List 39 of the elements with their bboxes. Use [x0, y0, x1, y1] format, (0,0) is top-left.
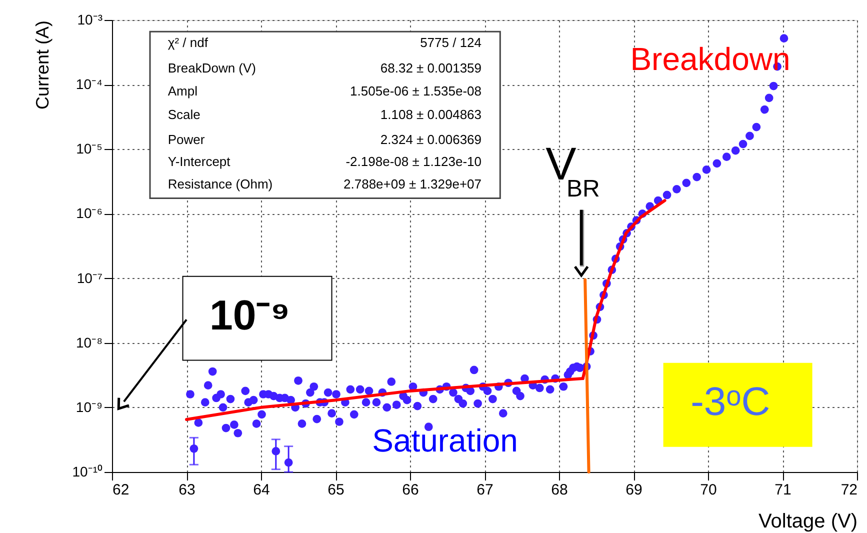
x-tick-label: 65 — [328, 482, 344, 498]
annotation: Scale — [168, 106, 200, 122]
annotation: 1.505e-06 ± 1.535e-08 — [350, 84, 482, 99]
x-tick-label: 72 — [840, 482, 858, 498]
y-tick-label: 10⁻¹⁰ — [72, 464, 102, 480]
annotation: 1.108 ± 0.004863 — [380, 106, 482, 122]
y-tick-label: 10⁻⁸ — [76, 334, 103, 350]
annotation: Ampl — [168, 84, 198, 99]
y-tick-label: 10⁻⁴ — [76, 76, 102, 92]
annotation: 2.788e+09 ± 1.329e+07 — [344, 176, 482, 192]
y-tick-label: 10⁻⁹ — [76, 398, 102, 415]
x-tick-label: 70 — [700, 482, 717, 498]
x-tick-label: 71 — [774, 482, 792, 498]
x-tick-label: 69 — [626, 482, 642, 498]
annotation: Breakdown — [630, 41, 790, 78]
annotation: χ² / ndf — [168, 35, 208, 50]
annotation: 68.32 ± 0.001359 — [380, 60, 482, 76]
x-tick-label: 64 — [253, 482, 270, 498]
annotation: Power — [168, 132, 206, 148]
y-tick-label: 10⁻⁵ — [76, 140, 102, 157]
y-tick-label: 10⁻⁷ — [76, 270, 102, 286]
annotation: 10⁻⁹ — [209, 291, 290, 338]
annotation: -2.198e-08 ± 1.123e-10 — [346, 154, 482, 170]
annotation: Saturation — [372, 422, 518, 459]
y-axis-title: Current (A) — [32, 20, 52, 110]
x-tick-label: 67 — [476, 482, 494, 498]
x-axis-title: Voltage (V) — [758, 510, 858, 532]
x-tick-label: 63 — [178, 482, 196, 498]
annotation: Resistance (Ohm) — [168, 176, 273, 192]
x-tick-label: 66 — [402, 482, 419, 498]
annotation: -3ᵒC — [690, 380, 770, 424]
annotation: 5775 / 124 — [420, 35, 482, 50]
x-tick-label: 62 — [112, 482, 130, 498]
annotation: BreakDown (V) — [168, 60, 256, 76]
x-tick-label: 68 — [551, 482, 568, 498]
annotation: 2.324 ± 0.006369 — [380, 132, 482, 148]
annotation: Y-Intercept — [168, 154, 231, 170]
y-tick-label: 10⁻⁶ — [76, 205, 102, 222]
y-tick-label: 10⁻³ — [77, 12, 103, 28]
